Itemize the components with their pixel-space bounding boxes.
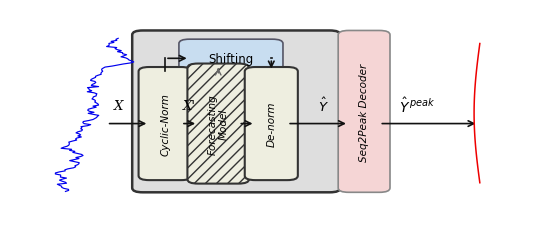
Text: X: X — [114, 99, 123, 112]
Text: Cyclic-Norm: Cyclic-Norm — [160, 93, 170, 155]
FancyBboxPatch shape — [338, 31, 390, 192]
FancyBboxPatch shape — [132, 31, 340, 192]
FancyBboxPatch shape — [187, 64, 249, 184]
Text: Seq2Peak Decoder: Seq2Peak Decoder — [359, 63, 369, 161]
FancyBboxPatch shape — [245, 68, 298, 180]
FancyBboxPatch shape — [139, 68, 192, 180]
Text: $\hat{Y}$: $\hat{Y}$ — [318, 97, 329, 115]
Text: Shifting: Shifting — [208, 53, 254, 65]
FancyBboxPatch shape — [179, 40, 283, 78]
Text: De-norm: De-norm — [266, 101, 276, 147]
Text: Forecasting
Model: Forecasting Model — [207, 94, 229, 154]
Text: $\hat{Y}^{\,peak}$: $\hat{Y}^{\,peak}$ — [398, 96, 435, 115]
Text: X': X' — [183, 99, 196, 112]
